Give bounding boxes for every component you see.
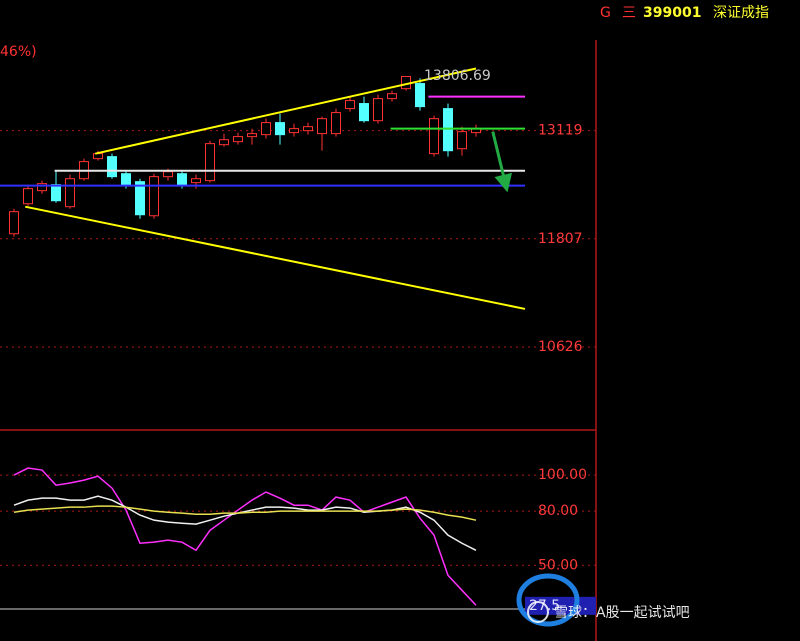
candle-body: [135, 181, 145, 216]
y-tick-label: 13119: [538, 123, 583, 139]
candle-body: [219, 139, 229, 146]
menu-icon[interactable]: 三: [622, 5, 636, 21]
candle-body: [37, 183, 47, 192]
index-code: 399001: [643, 5, 701, 21]
candle-body: [457, 131, 467, 150]
trend-line: [94, 67, 477, 155]
candle-body: [93, 153, 103, 160]
candle-body: [303, 126, 313, 132]
y-tick-label: 80.00: [538, 503, 578, 519]
candle-body: [261, 122, 271, 136]
candle-body: [359, 103, 369, 122]
candle-body: [121, 173, 131, 187]
candle-body: [23, 188, 33, 205]
candle-body: [373, 98, 383, 122]
y-tick-label: 11807: [538, 231, 583, 247]
y-tick-label: 50.00: [538, 557, 578, 573]
index-name: 深证成指: [713, 5, 769, 21]
watermark: 雪球：A股一起试试吧: [554, 605, 690, 621]
candle-body: [345, 100, 355, 110]
candle-body: [331, 112, 341, 135]
candle-body: [163, 171, 173, 178]
candle-body: [51, 184, 61, 202]
arrow: [491, 131, 513, 193]
candle-body: [177, 173, 187, 186]
candle-body: [443, 108, 453, 152]
corner-text: 46%): [0, 44, 37, 60]
candle-body: [289, 128, 299, 134]
candle-body: [317, 118, 327, 135]
candle-body: [233, 136, 243, 143]
candle-body: [247, 133, 257, 138]
candle-body: [9, 211, 19, 235]
candle-body: [415, 83, 425, 108]
plot: 10626118071311913806.6950.0080.00100.002…: [0, 67, 596, 615]
indicator-line: [13, 505, 477, 521]
trend-line: [24, 205, 526, 310]
candle-body: [275, 122, 285, 136]
y-tick-label: 10626: [538, 339, 583, 355]
candle-body: [205, 143, 215, 182]
market: G: [600, 5, 611, 21]
candle-body: [149, 176, 159, 217]
candle-body: [387, 93, 397, 100]
candle-body: [429, 118, 439, 155]
candle-body: [65, 178, 75, 208]
highlight-circle: [516, 573, 580, 627]
candle-body: [107, 156, 117, 178]
high-label: 13806.69: [424, 68, 491, 84]
watermark-icon: [527, 601, 549, 623]
y-tick-label: 100.00: [538, 467, 587, 483]
candle-body: [191, 178, 201, 184]
indicator-line: [13, 467, 477, 606]
indicator-line: [13, 495, 477, 551]
